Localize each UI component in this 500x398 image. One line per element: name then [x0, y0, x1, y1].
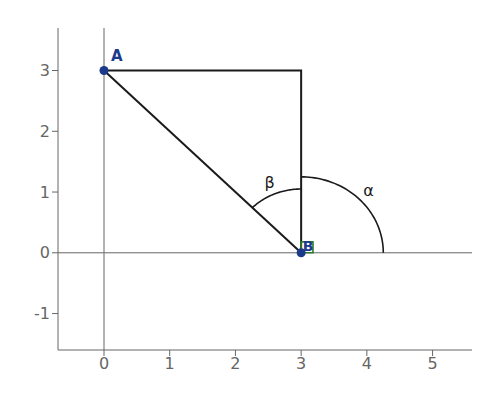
svg-text:4: 4 — [362, 354, 372, 373]
svg-text:α: α — [363, 181, 374, 200]
svg-text:1: 1 — [40, 183, 50, 202]
svg-text:A: A — [111, 47, 123, 65]
svg-text:1: 1 — [165, 354, 175, 373]
svg-text:3: 3 — [296, 354, 306, 373]
svg-text:2: 2 — [230, 354, 240, 373]
svg-text:0: 0 — [40, 243, 50, 262]
svg-text:3: 3 — [40, 61, 50, 80]
svg-text:β: β — [265, 173, 275, 192]
svg-text:B: B — [303, 238, 314, 254]
svg-text:-1: -1 — [34, 304, 50, 323]
svg-text:0: 0 — [99, 354, 109, 373]
svg-text:2: 2 — [40, 122, 50, 141]
svg-text:5: 5 — [427, 354, 437, 373]
